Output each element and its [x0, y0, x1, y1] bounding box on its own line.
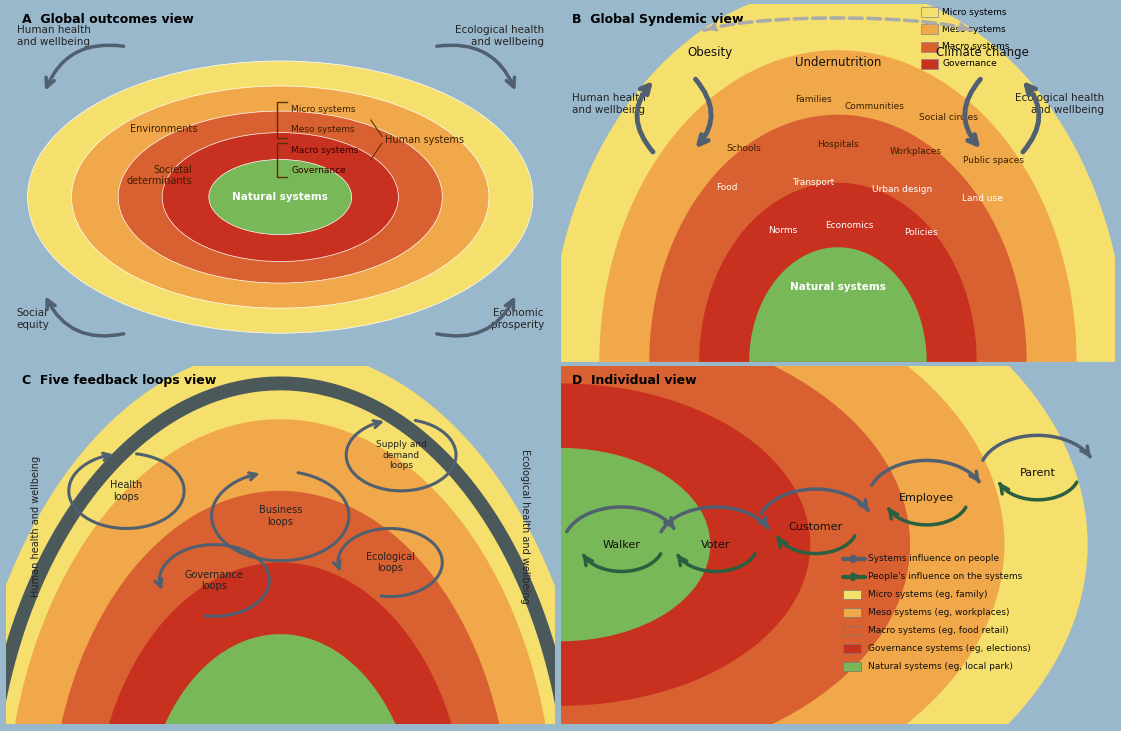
Text: Ecological health and wellbeing: Ecological health and wellbeing [520, 450, 530, 604]
Text: Natural systems: Natural systems [790, 282, 886, 292]
Polygon shape [549, 0, 1121, 362]
Text: Governance: Governance [291, 166, 346, 175]
Text: Meso systems: Meso systems [943, 25, 1006, 34]
Ellipse shape [410, 448, 711, 641]
Text: Micro systems: Micro systems [291, 105, 355, 114]
Text: Customer: Customer [789, 522, 843, 531]
Text: Ecological health
and wellbeing: Ecological health and wellbeing [455, 25, 544, 47]
Text: Economics: Economics [825, 221, 873, 230]
Text: Land use: Land use [962, 194, 1002, 202]
Text: Families: Families [795, 95, 832, 104]
Text: Urban design: Urban design [872, 185, 932, 194]
Polygon shape [600, 50, 1076, 362]
Text: Climate change: Climate change [936, 45, 1029, 58]
Ellipse shape [72, 86, 489, 308]
Text: Ecological health
and wellbeing: Ecological health and wellbeing [1016, 93, 1104, 115]
Text: Employee: Employee [899, 493, 954, 503]
Bar [843, 662, 861, 671]
Text: Social circles: Social circles [919, 113, 979, 122]
Text: Natural systems: Natural systems [232, 192, 328, 202]
Text: Macro systems (eg, food retail): Macro systems (eg, food retail) [869, 626, 1009, 635]
Ellipse shape [117, 258, 1004, 731]
Bar [921, 42, 938, 52]
Text: Human health
and wellbeing: Human health and wellbeing [572, 93, 646, 115]
Ellipse shape [34, 204, 1087, 731]
Bar [843, 626, 861, 635]
Bar [921, 24, 938, 34]
Text: Transport: Transport [791, 178, 834, 186]
Text: Communities: Communities [844, 102, 904, 111]
Text: Macro systems: Macro systems [943, 42, 1010, 51]
Text: C  Five feedback loops view: C Five feedback loops view [22, 374, 216, 387]
Bar [843, 644, 861, 653]
Text: Public spaces: Public spaces [963, 156, 1023, 165]
Polygon shape [0, 348, 599, 731]
Text: Human health and wellbeing: Human health and wellbeing [30, 456, 40, 597]
Text: Governance systems (eg, elections): Governance systems (eg, elections) [869, 644, 1031, 653]
Ellipse shape [311, 383, 810, 706]
Bar [843, 590, 861, 599]
Text: Human systems: Human systems [385, 135, 464, 145]
Polygon shape [49, 491, 511, 731]
Text: People's influence on the systems: People's influence on the systems [869, 572, 1022, 581]
Text: Natural systems (eg, local park): Natural systems (eg, local park) [869, 662, 1013, 671]
Text: Micro systems: Micro systems [943, 8, 1007, 17]
Text: Voter: Voter [701, 539, 731, 550]
Text: Supply and
demand
loops: Supply and demand loops [376, 440, 426, 470]
Text: Governance
loops: Governance loops [185, 569, 243, 591]
Ellipse shape [211, 319, 910, 731]
Text: Norms: Norms [768, 226, 797, 235]
Ellipse shape [209, 159, 352, 235]
Text: Social
equity: Social equity [17, 308, 49, 330]
Bar [921, 7, 938, 18]
Text: Systems influence on people: Systems influence on people [869, 554, 1000, 564]
Text: Undernutrition: Undernutrition [795, 56, 881, 69]
Text: Environments: Environments [130, 124, 198, 134]
Text: Walker: Walker [603, 539, 640, 550]
Polygon shape [6, 420, 555, 731]
Text: Parent: Parent [1020, 468, 1056, 478]
Text: Obesity: Obesity [687, 45, 733, 58]
Ellipse shape [118, 111, 443, 283]
Text: Policies: Policies [905, 227, 938, 237]
Bar [843, 608, 861, 617]
Text: Schools: Schools [726, 143, 761, 153]
Text: Food: Food [716, 183, 738, 192]
Text: Societal
determinants: Societal determinants [127, 164, 193, 186]
Text: Ecological
loops: Ecological loops [365, 552, 415, 573]
Text: Economic
prosperity: Economic prosperity [491, 308, 544, 330]
Ellipse shape [28, 61, 532, 333]
Text: B  Global Syndemic view: B Global Syndemic view [572, 12, 743, 26]
Polygon shape [142, 635, 418, 731]
Text: Micro systems (eg, family): Micro systems (eg, family) [869, 590, 988, 599]
Ellipse shape [163, 132, 398, 262]
Text: Business
loops: Business loops [259, 505, 302, 527]
Text: Meso systems (eg, workplaces): Meso systems (eg, workplaces) [869, 608, 1010, 617]
Text: Human health
and wellbeing: Human health and wellbeing [17, 25, 91, 47]
Text: Meso systems: Meso systems [291, 124, 355, 134]
Polygon shape [93, 563, 467, 731]
Text: A  Global outcomes view: A Global outcomes view [22, 12, 194, 26]
Bar [921, 58, 938, 69]
Text: Macro systems: Macro systems [291, 146, 359, 155]
Polygon shape [749, 247, 927, 362]
Text: Workplaces: Workplaces [890, 147, 942, 156]
Text: Governance: Governance [943, 59, 997, 68]
Text: Health
loops: Health loops [110, 480, 142, 501]
Polygon shape [649, 115, 1027, 362]
Polygon shape [700, 183, 976, 362]
Text: Hospitals: Hospitals [817, 140, 859, 149]
Text: D  Individual view: D Individual view [572, 374, 696, 387]
